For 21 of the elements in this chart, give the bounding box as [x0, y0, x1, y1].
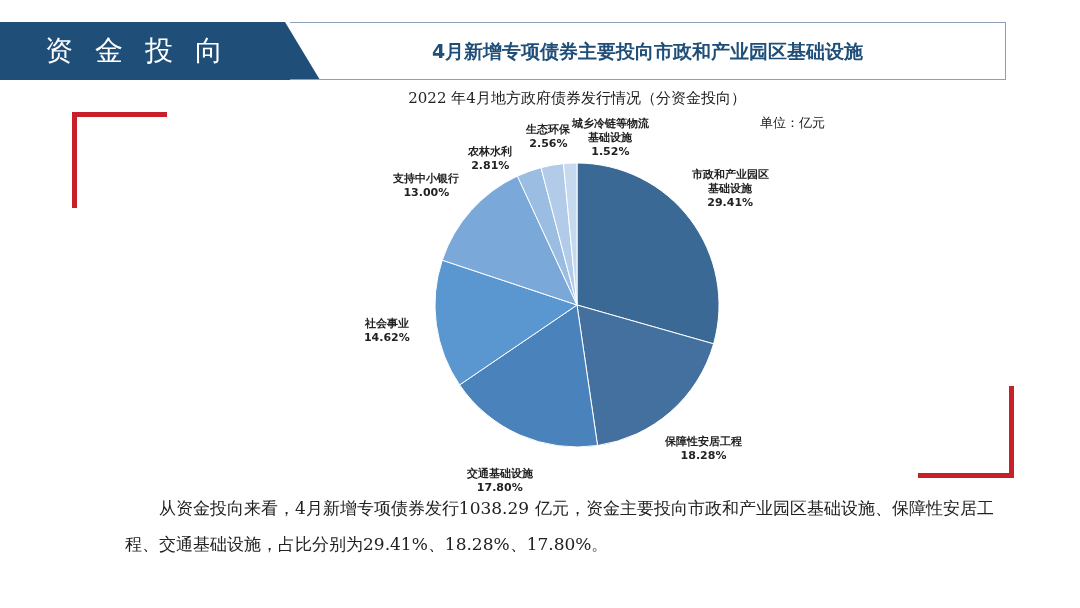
text: 资金投向	[44, 33, 246, 69]
data-label: 14.62%	[363, 331, 410, 345]
slice-label: 城乡冷链等物流基础设施	[570, 117, 650, 145]
data-label: 17.80%	[476, 480, 523, 494]
slice-label: 支持中小银行	[392, 171, 460, 185]
data-label: 29.41%	[707, 196, 754, 210]
data-label: 2.81%	[471, 158, 510, 172]
data-label: 2.56%	[529, 137, 568, 151]
slice-label: 社会事业	[363, 317, 409, 331]
slice-label: 市政和产业园区基础设施	[690, 168, 769, 196]
slice-label: 农林水利	[467, 144, 513, 158]
slice-label: 交通基础设施	[465, 466, 534, 480]
data-label: 1.52%	[591, 145, 630, 159]
data-label: 18.28%	[680, 449, 727, 463]
chart-subtitle: 单位：亿元	[760, 114, 825, 132]
text: 从资金投向来看，4月新增专项债券发行1038.29 亿元，资金主要投向市政和产业园区基础设施、保障性安居工程、交通基础设施，占比分别为29.41%、18.28%、17.80%。	[125, 498, 994, 554]
chart-title: 2022 年4月地方政府债券发行情况（分资金投向）	[408, 89, 746, 107]
slice-label: 保障性安居工程	[664, 435, 743, 449]
text: 4月新增专项债券主要投向市政和产业园区基础设施	[290, 22, 1006, 80]
slice-label: 生态环保	[525, 123, 572, 137]
data-label: 13.00%	[403, 185, 450, 199]
